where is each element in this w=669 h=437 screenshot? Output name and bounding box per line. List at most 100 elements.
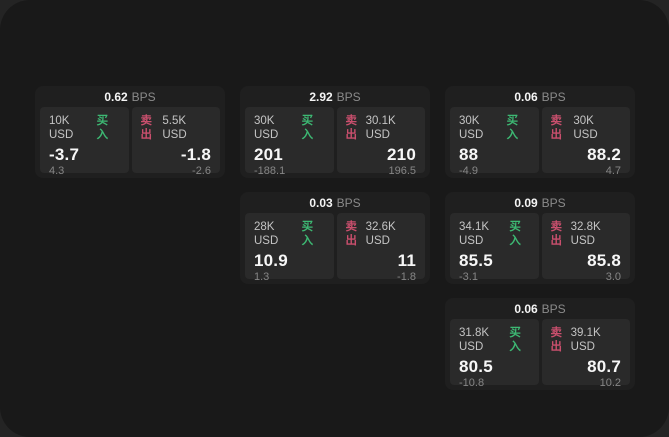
sell-secondary-value: 3.0 bbox=[605, 271, 621, 283]
buy-panel[interactable]: 28K USD 买入 10.9 1.3 bbox=[245, 213, 334, 283]
sell-size: 32.6K USD bbox=[365, 221, 396, 247]
sell-panel[interactable]: 卖出 32.6K USD 11 -1.8 bbox=[336, 213, 425, 283]
spread-bps-value: 0.09 bbox=[514, 195, 538, 210]
buy-price: 10.9 bbox=[254, 251, 288, 270]
sell-secondary-value: -2.6 bbox=[192, 165, 211, 177]
sell-label: 卖出 bbox=[550, 221, 563, 247]
quote-panels: 10K USD 买入 -3.7 4.3 卖出 5.5K USD -1.8 -2.… bbox=[40, 107, 220, 177]
card-header: 2.92 BPS bbox=[245, 86, 425, 107]
buy-size: 28K USD bbox=[254, 221, 279, 247]
spread-bps-value: 0.62 bbox=[104, 89, 128, 104]
sell-secondary-value: 196.5 bbox=[388, 165, 416, 177]
buy-panel[interactable]: 30K USD 买入 201 -188.1 bbox=[245, 107, 334, 177]
sell-size: 30K USD bbox=[573, 115, 598, 141]
sell-size: 32.8K USD bbox=[570, 221, 601, 247]
quote-card: 0.09 BPS 34.1K USD 买入 85.5 -3.1 卖出 32.8K… bbox=[445, 192, 635, 284]
buy-label: 买入 bbox=[509, 327, 521, 353]
sell-secondary-value: 4.7 bbox=[605, 165, 621, 177]
card-header: 0.06 BPS bbox=[450, 86, 630, 107]
spread-bps-value: 0.03 bbox=[309, 195, 333, 210]
sell-price: 80.7 bbox=[587, 357, 621, 376]
buy-label: 买入 bbox=[301, 221, 314, 247]
card-header: 0.09 BPS bbox=[450, 192, 630, 213]
quote-card: 0.06 BPS 30K USD 买入 88 -4.9 卖出 30K USD 8… bbox=[445, 86, 635, 178]
sell-price: 88.2 bbox=[587, 145, 621, 164]
buy-panel-header: 30K USD 买入 bbox=[459, 114, 530, 142]
buy-panel-header: 10K USD 买入 bbox=[49, 114, 120, 142]
spread-bps-value: 0.06 bbox=[514, 301, 538, 316]
sell-panel[interactable]: 卖出 30.1K USD 210 196.5 bbox=[336, 107, 425, 177]
quote-card: 0.62 BPS 10K USD 买入 -3.7 4.3 卖出 5.5K USD… bbox=[35, 86, 225, 178]
sell-size: 30.1K USD bbox=[365, 115, 396, 141]
buy-secondary-value: 1.3 bbox=[254, 271, 270, 283]
quote-panels: 30K USD 买入 88 -4.9 卖出 30K USD 88.2 4.7 bbox=[450, 107, 630, 177]
quote-card: 0.03 BPS 28K USD 买入 10.9 1.3 卖出 32.6K US… bbox=[240, 192, 430, 284]
spread-bps-unit: BPS bbox=[131, 89, 156, 104]
sell-panel[interactable]: 卖出 32.8K USD 85.8 3.0 bbox=[541, 213, 630, 283]
card-header: 0.06 BPS bbox=[450, 298, 630, 319]
card-header: 0.03 BPS bbox=[245, 192, 425, 213]
spread-bps-unit: BPS bbox=[541, 195, 566, 210]
buy-label: 买入 bbox=[96, 115, 109, 141]
sell-secondary-value: 10.2 bbox=[599, 377, 621, 389]
spread-bps-value: 2.92 bbox=[309, 89, 333, 104]
spread-bps-unit: BPS bbox=[541, 89, 566, 104]
quote-panels: 31.8K USD 买入 80.5 -10.8 卖出 39.1K USD 80.… bbox=[450, 319, 630, 389]
buy-size: 30K USD bbox=[254, 115, 279, 141]
buy-size: 30K USD bbox=[459, 115, 484, 141]
sell-panel-header: 卖出 30.1K USD bbox=[346, 114, 417, 142]
buy-secondary-value: -10.8 bbox=[459, 377, 485, 389]
buy-price: 88 bbox=[459, 145, 479, 164]
quote-panels: 34.1K USD 买入 85.5 -3.1 卖出 32.8K USD 85.8… bbox=[450, 213, 630, 283]
sell-size: 39.1K USD bbox=[570, 327, 601, 353]
sell-panel-header: 卖出 39.1K USD bbox=[551, 326, 622, 354]
buy-panel[interactable]: 30K USD 买入 88 -4.9 bbox=[450, 107, 539, 177]
card-header: 0.62 BPS bbox=[40, 86, 220, 107]
buy-size: 34.1K USD bbox=[459, 221, 490, 247]
buy-panel[interactable]: 10K USD 买入 -3.7 4.3 bbox=[40, 107, 129, 177]
sell-size: 5.5K USD bbox=[162, 115, 187, 141]
sell-price: 11 bbox=[397, 251, 416, 270]
quote-panels: 30K USD 买入 201 -188.1 卖出 30.1K USD 210 1… bbox=[245, 107, 425, 177]
buy-label: 买入 bbox=[301, 115, 314, 141]
sell-label: 卖出 bbox=[550, 327, 563, 353]
sell-panel-header: 卖出 30K USD bbox=[551, 114, 622, 142]
sell-label: 卖出 bbox=[345, 115, 358, 141]
sell-price: 85.8 bbox=[587, 251, 621, 270]
sell-label: 卖出 bbox=[550, 115, 563, 141]
sell-panel[interactable]: 卖出 39.1K USD 80.7 10.2 bbox=[541, 319, 630, 389]
sell-panel[interactable]: 卖出 30K USD 88.2 4.7 bbox=[541, 107, 630, 177]
buy-panel-header: 34.1K USD 买入 bbox=[459, 220, 530, 248]
sell-price: 210 bbox=[387, 145, 416, 164]
buy-panel-header: 31.8K USD 买入 bbox=[459, 326, 530, 354]
buy-panel-header: 28K USD 买入 bbox=[254, 220, 325, 248]
quote-grid: 0.62 BPS 10K USD 买入 -3.7 4.3 卖出 5.5K USD… bbox=[35, 86, 635, 390]
buy-secondary-value: -4.9 bbox=[459, 165, 478, 177]
sell-panel[interactable]: 卖出 5.5K USD -1.8 -2.6 bbox=[131, 107, 220, 177]
spread-bps-unit: BPS bbox=[541, 301, 566, 316]
buy-panel[interactable]: 34.1K USD 买入 85.5 -3.1 bbox=[450, 213, 539, 283]
buy-label: 买入 bbox=[509, 221, 521, 247]
sell-label: 卖出 bbox=[345, 221, 358, 247]
buy-secondary-value: 4.3 bbox=[49, 165, 65, 177]
buy-price: 85.5 bbox=[459, 251, 493, 270]
buy-size: 10K USD bbox=[49, 115, 74, 141]
sell-secondary-value: -1.8 bbox=[397, 271, 416, 283]
buy-price: -3.7 bbox=[49, 145, 80, 164]
sell-panel-header: 卖出 32.6K USD bbox=[346, 220, 417, 248]
sell-panel-header: 卖出 32.8K USD bbox=[551, 220, 622, 248]
quote-card: 2.92 BPS 30K USD 买入 201 -188.1 卖出 30.1K … bbox=[240, 86, 430, 178]
buy-price: 80.5 bbox=[459, 357, 493, 376]
quote-panels: 28K USD 买入 10.9 1.3 卖出 32.6K USD 11 -1.8 bbox=[245, 213, 425, 283]
buy-panel[interactable]: 31.8K USD 买入 80.5 -10.8 bbox=[450, 319, 539, 389]
buy-size: 31.8K USD bbox=[459, 327, 490, 353]
spread-bps-unit: BPS bbox=[336, 89, 361, 104]
buy-label: 买入 bbox=[506, 115, 519, 141]
buy-secondary-value: -188.1 bbox=[254, 165, 286, 177]
quote-card: 0.06 BPS 31.8K USD 买入 80.5 -10.8 卖出 39.1… bbox=[445, 298, 635, 390]
spread-bps-unit: BPS bbox=[336, 195, 361, 210]
spread-bps-value: 0.06 bbox=[514, 89, 538, 104]
sell-panel-header: 卖出 5.5K USD bbox=[141, 114, 212, 142]
buy-price: 201 bbox=[254, 145, 283, 164]
